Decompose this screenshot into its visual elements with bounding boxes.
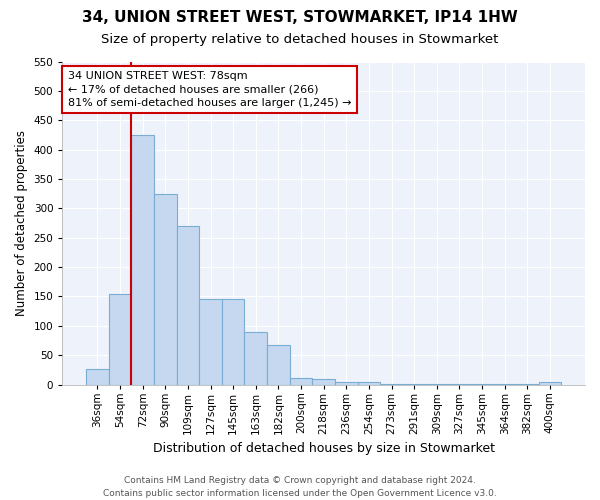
Bar [358,382,380,384]
Bar [313,380,335,384]
Y-axis label: Number of detached properties: Number of detached properties [15,130,28,316]
Bar [335,382,358,384]
X-axis label: Distribution of detached houses by size in Stowmarket: Distribution of detached houses by size … [152,442,494,455]
Bar [199,300,222,384]
Bar [131,135,154,384]
Bar [154,194,176,384]
Bar [539,382,561,384]
Bar [290,378,313,384]
Bar [86,368,109,384]
Text: 34, UNION STREET WEST, STOWMARKET, IP14 1HW: 34, UNION STREET WEST, STOWMARKET, IP14 … [82,10,518,25]
Text: Contains HM Land Registry data © Crown copyright and database right 2024.
Contai: Contains HM Land Registry data © Crown c… [103,476,497,498]
Bar [222,300,244,384]
Bar [244,332,267,384]
Bar [109,294,131,384]
Text: 34 UNION STREET WEST: 78sqm
← 17% of detached houses are smaller (266)
81% of se: 34 UNION STREET WEST: 78sqm ← 17% of det… [68,71,351,108]
Text: Size of property relative to detached houses in Stowmarket: Size of property relative to detached ho… [101,32,499,46]
Bar [267,344,290,385]
Bar [176,226,199,384]
